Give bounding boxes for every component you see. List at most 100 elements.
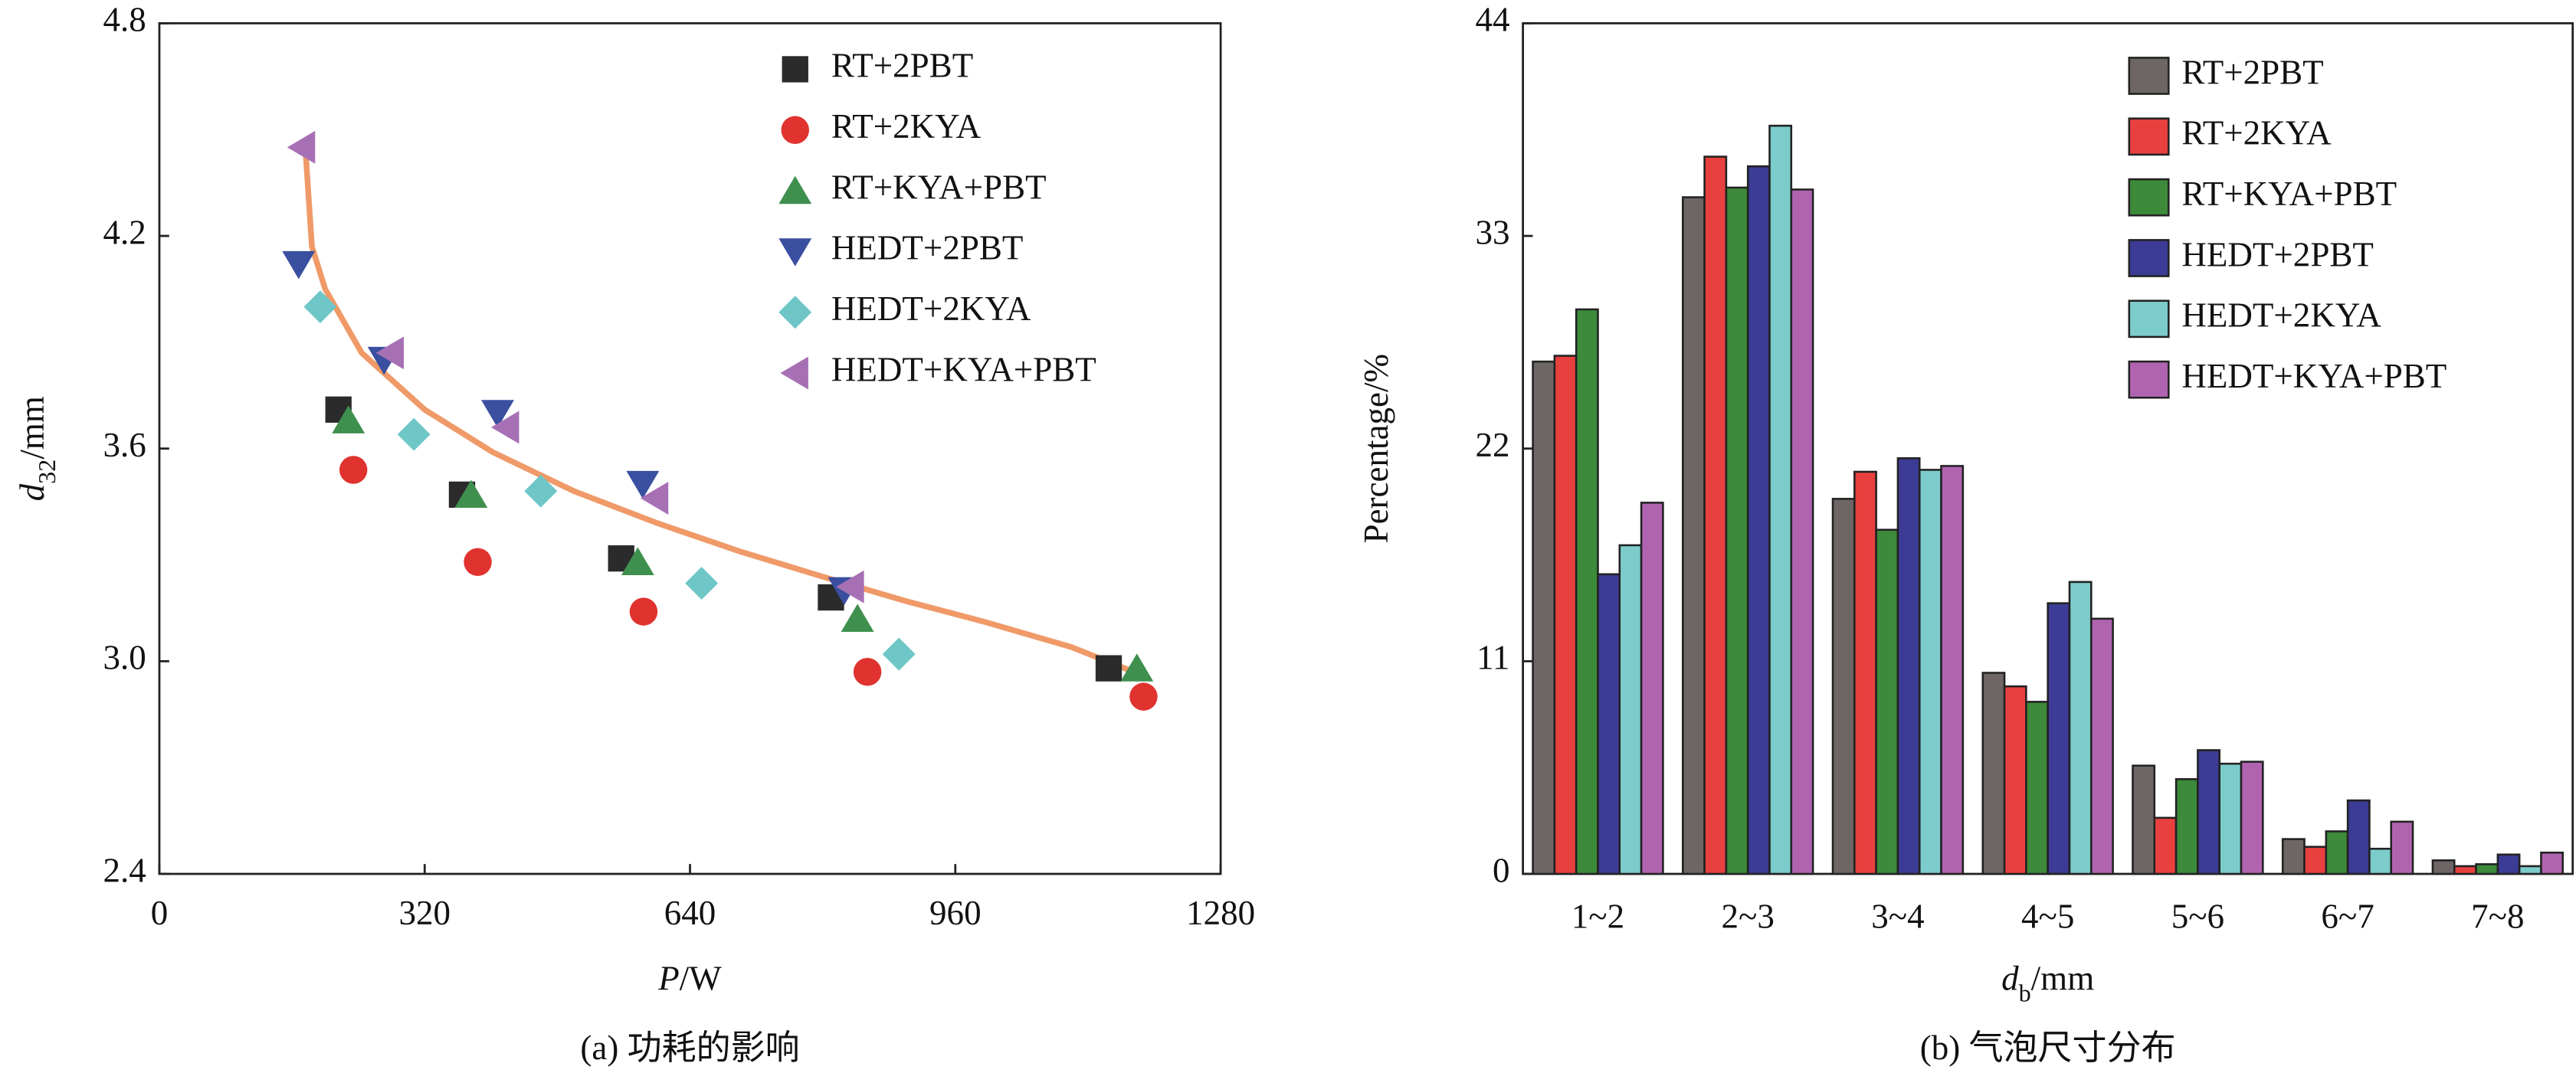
x-tick-label: 320 [398,894,451,932]
bar [2153,816,2178,875]
label-part: /W [680,960,723,998]
bar [1875,528,1899,875]
label-part: d [2001,960,2019,998]
bar [1768,124,1793,875]
marker [491,411,519,444]
y-tick-label: 4.8 [103,1,146,39]
bar [1896,457,1921,875]
bar [2175,778,2199,875]
bar [2197,749,2220,875]
label-part: /mm [13,396,51,460]
legend-label: HEDT+2PBT [831,229,1023,267]
legend-marker [778,296,812,329]
marker [626,470,660,499]
marker [640,482,669,515]
marker [836,570,864,604]
legend-marker [782,56,808,83]
x-tick-label: 5~6 [2171,897,2224,935]
y-tick-label: 44 [1475,1,1509,39]
bar [1918,469,1942,875]
legend-swatch [2128,360,2170,399]
legend-swatch [2128,178,2170,217]
marker [375,336,405,370]
bar [1981,672,2006,875]
marker [853,658,882,686]
bar [1553,355,1578,875]
bar [1640,502,1664,875]
marker [882,637,916,671]
label-part: P [657,960,679,998]
legend-marker [780,356,808,390]
x-tick-label: 1~2 [1571,897,1624,935]
legend-marker [778,175,812,204]
bar [1746,165,1771,875]
y-tick-label: 0 [1493,851,1510,889]
marker [1120,653,1154,682]
marker [629,597,658,626]
bar [2496,853,2521,875]
x-tick-label: 0 [151,894,169,932]
x-tick-label: 960 [929,894,982,932]
marker [524,474,558,508]
x-tick-label: 640 [664,894,716,932]
bar [2003,685,2027,875]
marker [1095,655,1122,682]
marker [454,479,488,509]
legend-label: RT+KYA+PBT [831,168,1047,206]
bar [2346,799,2371,875]
legend-label: HEDT+2PBT [2181,235,2373,273]
marker [841,604,874,632]
bar [2390,820,2414,875]
bar [1940,465,1965,875]
legend-marker [778,238,812,267]
bar [1682,196,1706,875]
legend-label: RT+2KYA [831,107,982,146]
marker [397,417,431,451]
caption: (a) 功耗的影响 [580,1029,799,1067]
y-tick-label: 2.4 [103,851,146,889]
legend-label: RT+2PBT [2181,53,2323,91]
bar [2218,762,2243,875]
marker [282,250,316,280]
label-part: /mm [2031,960,2095,998]
legend-label: HEDT+KYA+PBT [2181,357,2447,395]
label-part: d [13,483,51,501]
bar [1575,308,1599,875]
y-tick-label: 11 [1476,639,1509,677]
legend-label: RT+2KYA [2181,114,2332,152]
y-tick-label: 33 [1475,213,1509,251]
legend-marker [781,116,809,144]
bar [2540,851,2565,875]
bar [1532,360,1556,875]
bar [2047,602,2071,875]
x-tick-label: 4~5 [2021,897,2074,935]
marker [303,290,337,324]
label-part: Percentage/% [1357,354,1395,543]
bar [1703,155,1728,875]
x-tick-label: 1280 [1186,894,1255,932]
plot-frame [158,21,1222,875]
bar [2132,764,2156,875]
legend-swatch [2128,299,2170,339]
x-axis-label: db/mm [2001,960,2094,1007]
legend-swatch [2128,57,2170,95]
bar [2453,865,2477,875]
label-part: 32 [34,460,61,484]
bar [2089,617,2114,875]
bar [2325,830,2349,875]
bar [1831,498,1856,875]
y-axis-label: d32/mm [13,396,61,501]
bar [2025,701,2049,875]
marker [464,548,492,577]
bar [2475,863,2499,875]
bar [2068,581,2093,875]
bar [1790,188,1814,875]
legend-label: HEDT+2KYA [831,289,1031,328]
bar [2431,859,2456,875]
x-tick-label: 3~4 [1871,897,1924,935]
legend-label: HEDT+2KYA [2181,296,2381,335]
legend-swatch [2128,117,2170,156]
fit-curve [302,147,1135,675]
